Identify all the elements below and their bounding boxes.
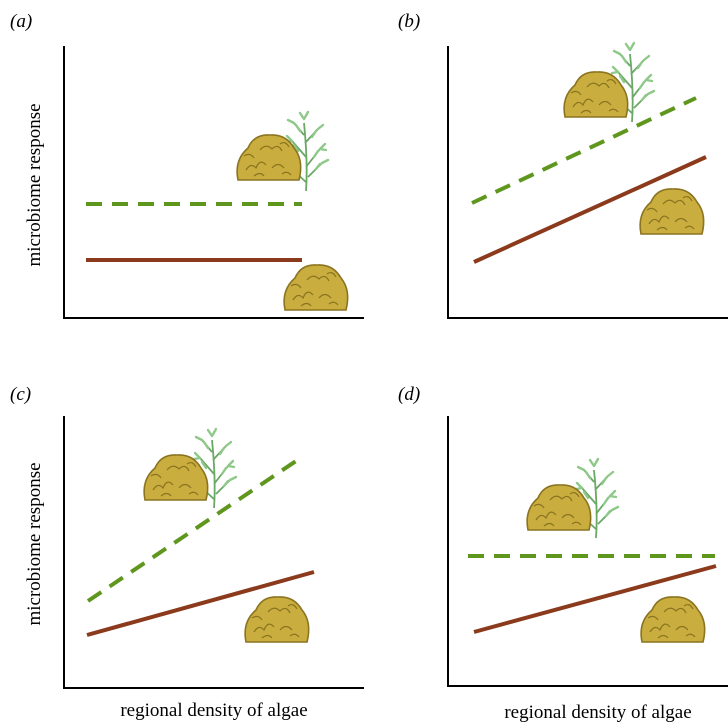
dashed-line-b [471,96,697,205]
axes-c [63,416,364,689]
dashed-line-c [86,459,298,603]
y-axis-label-c: microbiome response [24,462,45,625]
panel-b: (b) [398,11,728,319]
solid-line-d [473,564,717,634]
y-axis-label-a: microbiome response [24,103,45,266]
coral-mound-icon [283,264,349,311]
panel-label-d: (d) [398,384,420,405]
panel-label-b: (b) [398,11,420,32]
coral-mound-icon [639,188,705,235]
panel-d: (d) regional density of algae [398,384,728,722]
axes-b [447,46,728,319]
coral-mound-icon [526,484,592,531]
panel-label-a: (a) [10,11,32,32]
coral-mound-icon [563,71,629,118]
solid-line-b [473,155,707,264]
solid-line-c [86,570,315,637]
coral-mound-icon [143,454,209,501]
coral-mound-icon [244,596,310,643]
axes-a [63,46,364,319]
coral-mound-icon [640,596,706,643]
x-axis-label-d: regional density of algae [504,702,691,722]
panel-a: (a) microbiome response [10,11,364,319]
axes-d [447,416,728,687]
x-axis-label-c: regional density of algae [120,700,307,721]
panel-c: (c) microbiome response regional density… [10,384,364,721]
panel-label-c: (c) [10,384,31,405]
